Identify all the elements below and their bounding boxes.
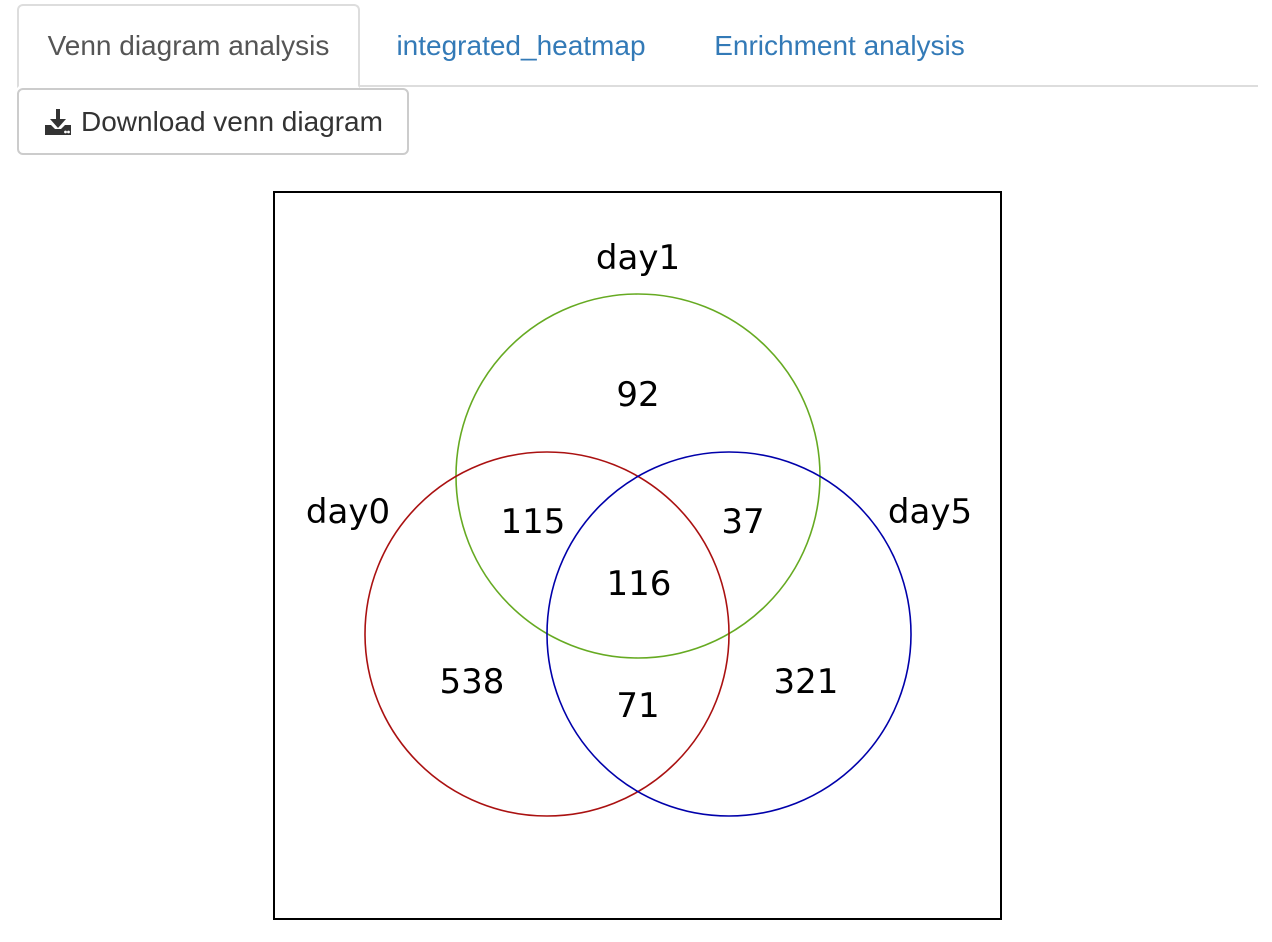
venn-diagram-svg: day1 day0 day5 92 115 37 116 538 71 321 xyxy=(306,238,972,817)
region-count-day0-only: 538 xyxy=(440,662,505,702)
tab-enrichment-analysis[interactable]: Enrichment analysis xyxy=(697,4,982,88)
tab-label: Enrichment analysis xyxy=(714,30,965,61)
set-label-day5: day5 xyxy=(888,492,972,532)
venn-circle-day0 xyxy=(364,451,730,817)
tab-bar: Venn diagram analysis integrated_heatmap… xyxy=(17,4,1258,88)
region-count-day5-only: 321 xyxy=(774,662,839,702)
tab-label: integrated_heatmap xyxy=(396,30,646,61)
tab-label: Venn diagram analysis xyxy=(47,30,330,61)
tab-integrated-heatmap[interactable]: integrated_heatmap xyxy=(377,4,665,88)
region-count-day0-day1: 115 xyxy=(501,502,566,542)
region-count-all-three: 116 xyxy=(607,564,672,604)
download-icon xyxy=(43,107,73,137)
venn-diagram: day1 day0 day5 92 115 37 116 538 71 321 xyxy=(273,191,1002,920)
region-count-day0-day5: 71 xyxy=(616,686,659,726)
download-venn-diagram-button[interactable]: Download venn diagram xyxy=(17,88,409,155)
tab-venn-diagram-analysis[interactable]: Venn diagram analysis xyxy=(17,4,360,88)
download-button-label: Download venn diagram xyxy=(81,105,383,137)
region-count-day1-day5: 37 xyxy=(721,502,764,542)
venn-circle-day5 xyxy=(546,451,912,817)
set-label-day0: day0 xyxy=(306,492,390,532)
region-count-day1-only: 92 xyxy=(616,375,659,415)
set-label-day1: day1 xyxy=(596,238,680,278)
